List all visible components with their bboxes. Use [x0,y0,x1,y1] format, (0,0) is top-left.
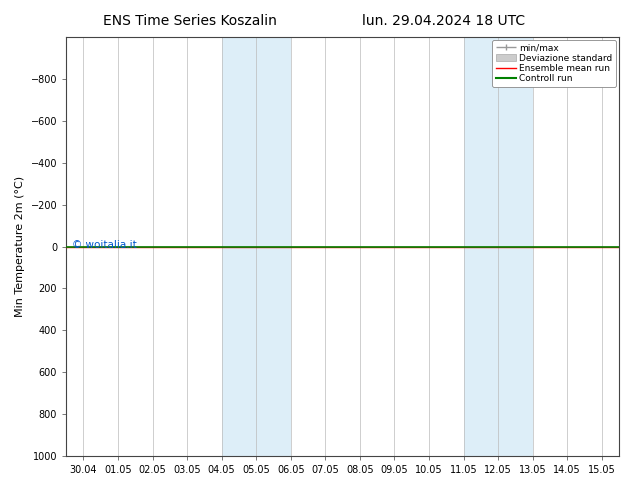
Text: © woitalia.it: © woitalia.it [72,240,136,250]
Text: ENS Time Series Koszalin: ENS Time Series Koszalin [103,14,277,28]
Text: lun. 29.04.2024 18 UTC: lun. 29.04.2024 18 UTC [362,14,526,28]
Bar [222,37,291,456]
Bar [463,37,533,456]
Y-axis label: Min Temperature 2m (°C): Min Temperature 2m (°C) [15,176,25,317]
Legend: min/max, Deviazione standard, Ensemble mean run, Controll run: min/max, Deviazione standard, Ensemble m… [493,40,616,87]
